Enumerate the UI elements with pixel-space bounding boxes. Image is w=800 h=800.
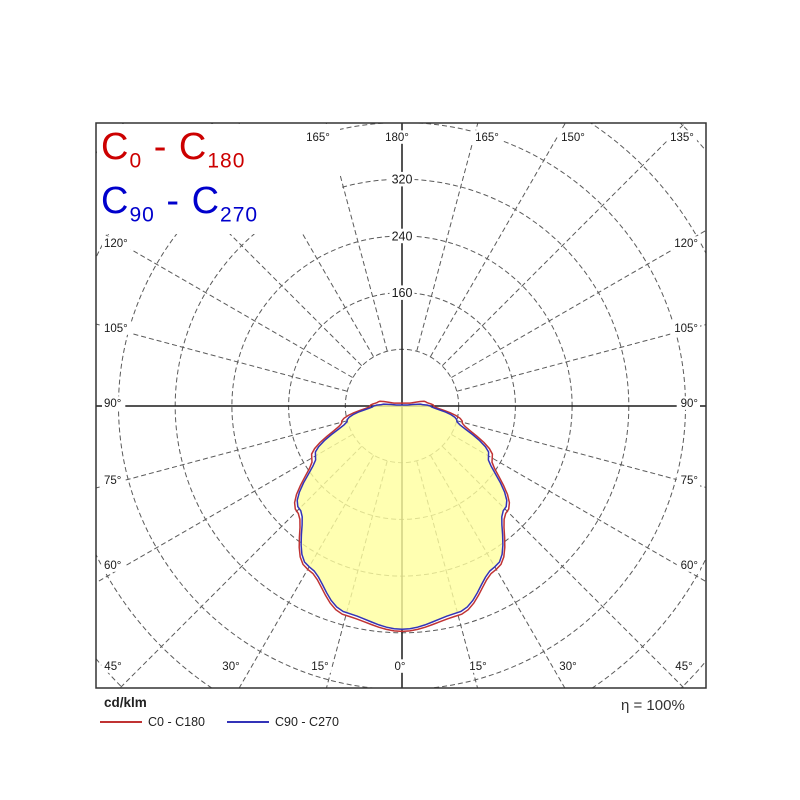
angle-label-bottom-3: 0° — [395, 661, 406, 673]
angle-label-top-0-bg — [303, 130, 333, 144]
grid-spoke — [430, 123, 566, 357]
angle-label-left-1: 105° — [104, 323, 128, 335]
intensity-curves — [293, 400, 511, 633]
angle-label-bottom-3-bg — [391, 659, 409, 673]
angle-label-top-0: 165° — [306, 132, 330, 144]
angle-label-left-3: 75° — [104, 475, 121, 487]
legend-label-c90: C90 - C270 — [275, 715, 339, 729]
plot-border — [95, 122, 707, 689]
grid-spoke — [416, 123, 479, 352]
angle-label-bottom-1-bg — [219, 659, 243, 673]
grid-spoke — [325, 123, 388, 352]
angle-label-bottom-5-bg — [556, 659, 580, 673]
angle-label-bottom-6-bg — [672, 659, 696, 673]
angle-label-left-0-bg — [102, 236, 132, 250]
angle-label-left-3-bg — [102, 473, 126, 487]
angle-label-bottom-4: 15° — [469, 661, 486, 673]
angle-label-right-1: 105° — [674, 323, 698, 335]
angle-label-left-0: 120° — [104, 238, 128, 250]
grid-spoke — [456, 324, 706, 392]
angle-label-left-4: 60° — [104, 560, 121, 572]
grid-spoke — [456, 420, 706, 488]
grid-spoke — [441, 123, 686, 367]
r-tick-160-bg — [389, 285, 415, 300]
curve-c90-c270 — [296, 403, 508, 631]
r-tick-240: 240 — [392, 229, 413, 243]
plane-legend-c0: C0 - C180 — [101, 126, 246, 173]
angle-label-top-2-bg — [472, 130, 502, 144]
lobe-fill — [297, 404, 507, 630]
angle-label-bottom-5: 30° — [559, 661, 576, 673]
r-tick-240-bg — [389, 228, 415, 244]
angle-label-bottom-0: 45° — [104, 661, 121, 673]
angle-label-top-4: 135° — [670, 132, 694, 144]
grid-spoke — [96, 420, 348, 489]
angle-label-bottom-4-bg — [466, 659, 490, 673]
angle-label-right-0-bg — [670, 236, 700, 250]
angle-label-right-4: 60° — [681, 560, 698, 572]
angle-label-bottom-2: 15° — [311, 661, 328, 673]
angle-label-right-2-bg — [676, 396, 700, 410]
plane-legend-c90: C90 - C270 — [101, 179, 259, 227]
legend-line-red — [100, 721, 142, 723]
grid-spoke — [118, 123, 363, 367]
angle-label-top-3: 150° — [561, 132, 585, 144]
plane-legend-backdrop — [97, 124, 340, 234]
angle-label-right-4-bg — [676, 558, 700, 572]
angle-label-bottom-1: 30° — [222, 661, 239, 673]
angle-label-bottom-0-bg — [101, 659, 125, 673]
curve-c0-c180 — [293, 400, 511, 633]
efficiency-label: η = 100% — [621, 697, 685, 714]
grid-spoke — [238, 123, 374, 357]
grid-spoke — [96, 228, 353, 378]
angle-label-left-2-bg — [102, 396, 126, 410]
angle-label-right-1-bg — [670, 321, 700, 335]
angle-label-right-2: 90° — [681, 398, 698, 410]
angle-label-left-4-bg — [102, 558, 126, 572]
angle-label-right-3-bg — [676, 473, 700, 487]
r-tick-320: 320 — [392, 173, 413, 187]
angle-label-top-1: 180° — [385, 132, 409, 144]
angle-label-top-4-bg — [667, 130, 697, 144]
r-tick-320-bg — [389, 171, 415, 187]
plane-legend: C0 - C180 C90 - C270 — [101, 124, 339, 225]
angle-label-right-3: 75° — [681, 475, 698, 487]
legend-line-blue — [227, 721, 269, 723]
grid-spoke — [451, 229, 706, 378]
r-tick-160: 160 — [392, 286, 413, 300]
angle-label-bottom-2-bg — [308, 659, 332, 673]
angle-label-right-0: 120° — [674, 238, 698, 250]
angle-label-left-2: 90° — [104, 398, 121, 410]
angle-label-top-1-bg — [382, 130, 412, 144]
legend-label-c0: C0 - C180 — [148, 715, 205, 729]
unit-label: cd/klm — [104, 695, 147, 710]
grid-spoke — [96, 323, 348, 392]
angle-label-bottom-6: 45° — [675, 661, 692, 673]
grid-spoke — [96, 434, 353, 584]
angle-label-left-1-bg — [102, 321, 132, 335]
angle-label-top-2: 165° — [475, 132, 499, 144]
angle-label-top-3-bg — [558, 130, 588, 144]
grid-spoke — [451, 434, 706, 583]
